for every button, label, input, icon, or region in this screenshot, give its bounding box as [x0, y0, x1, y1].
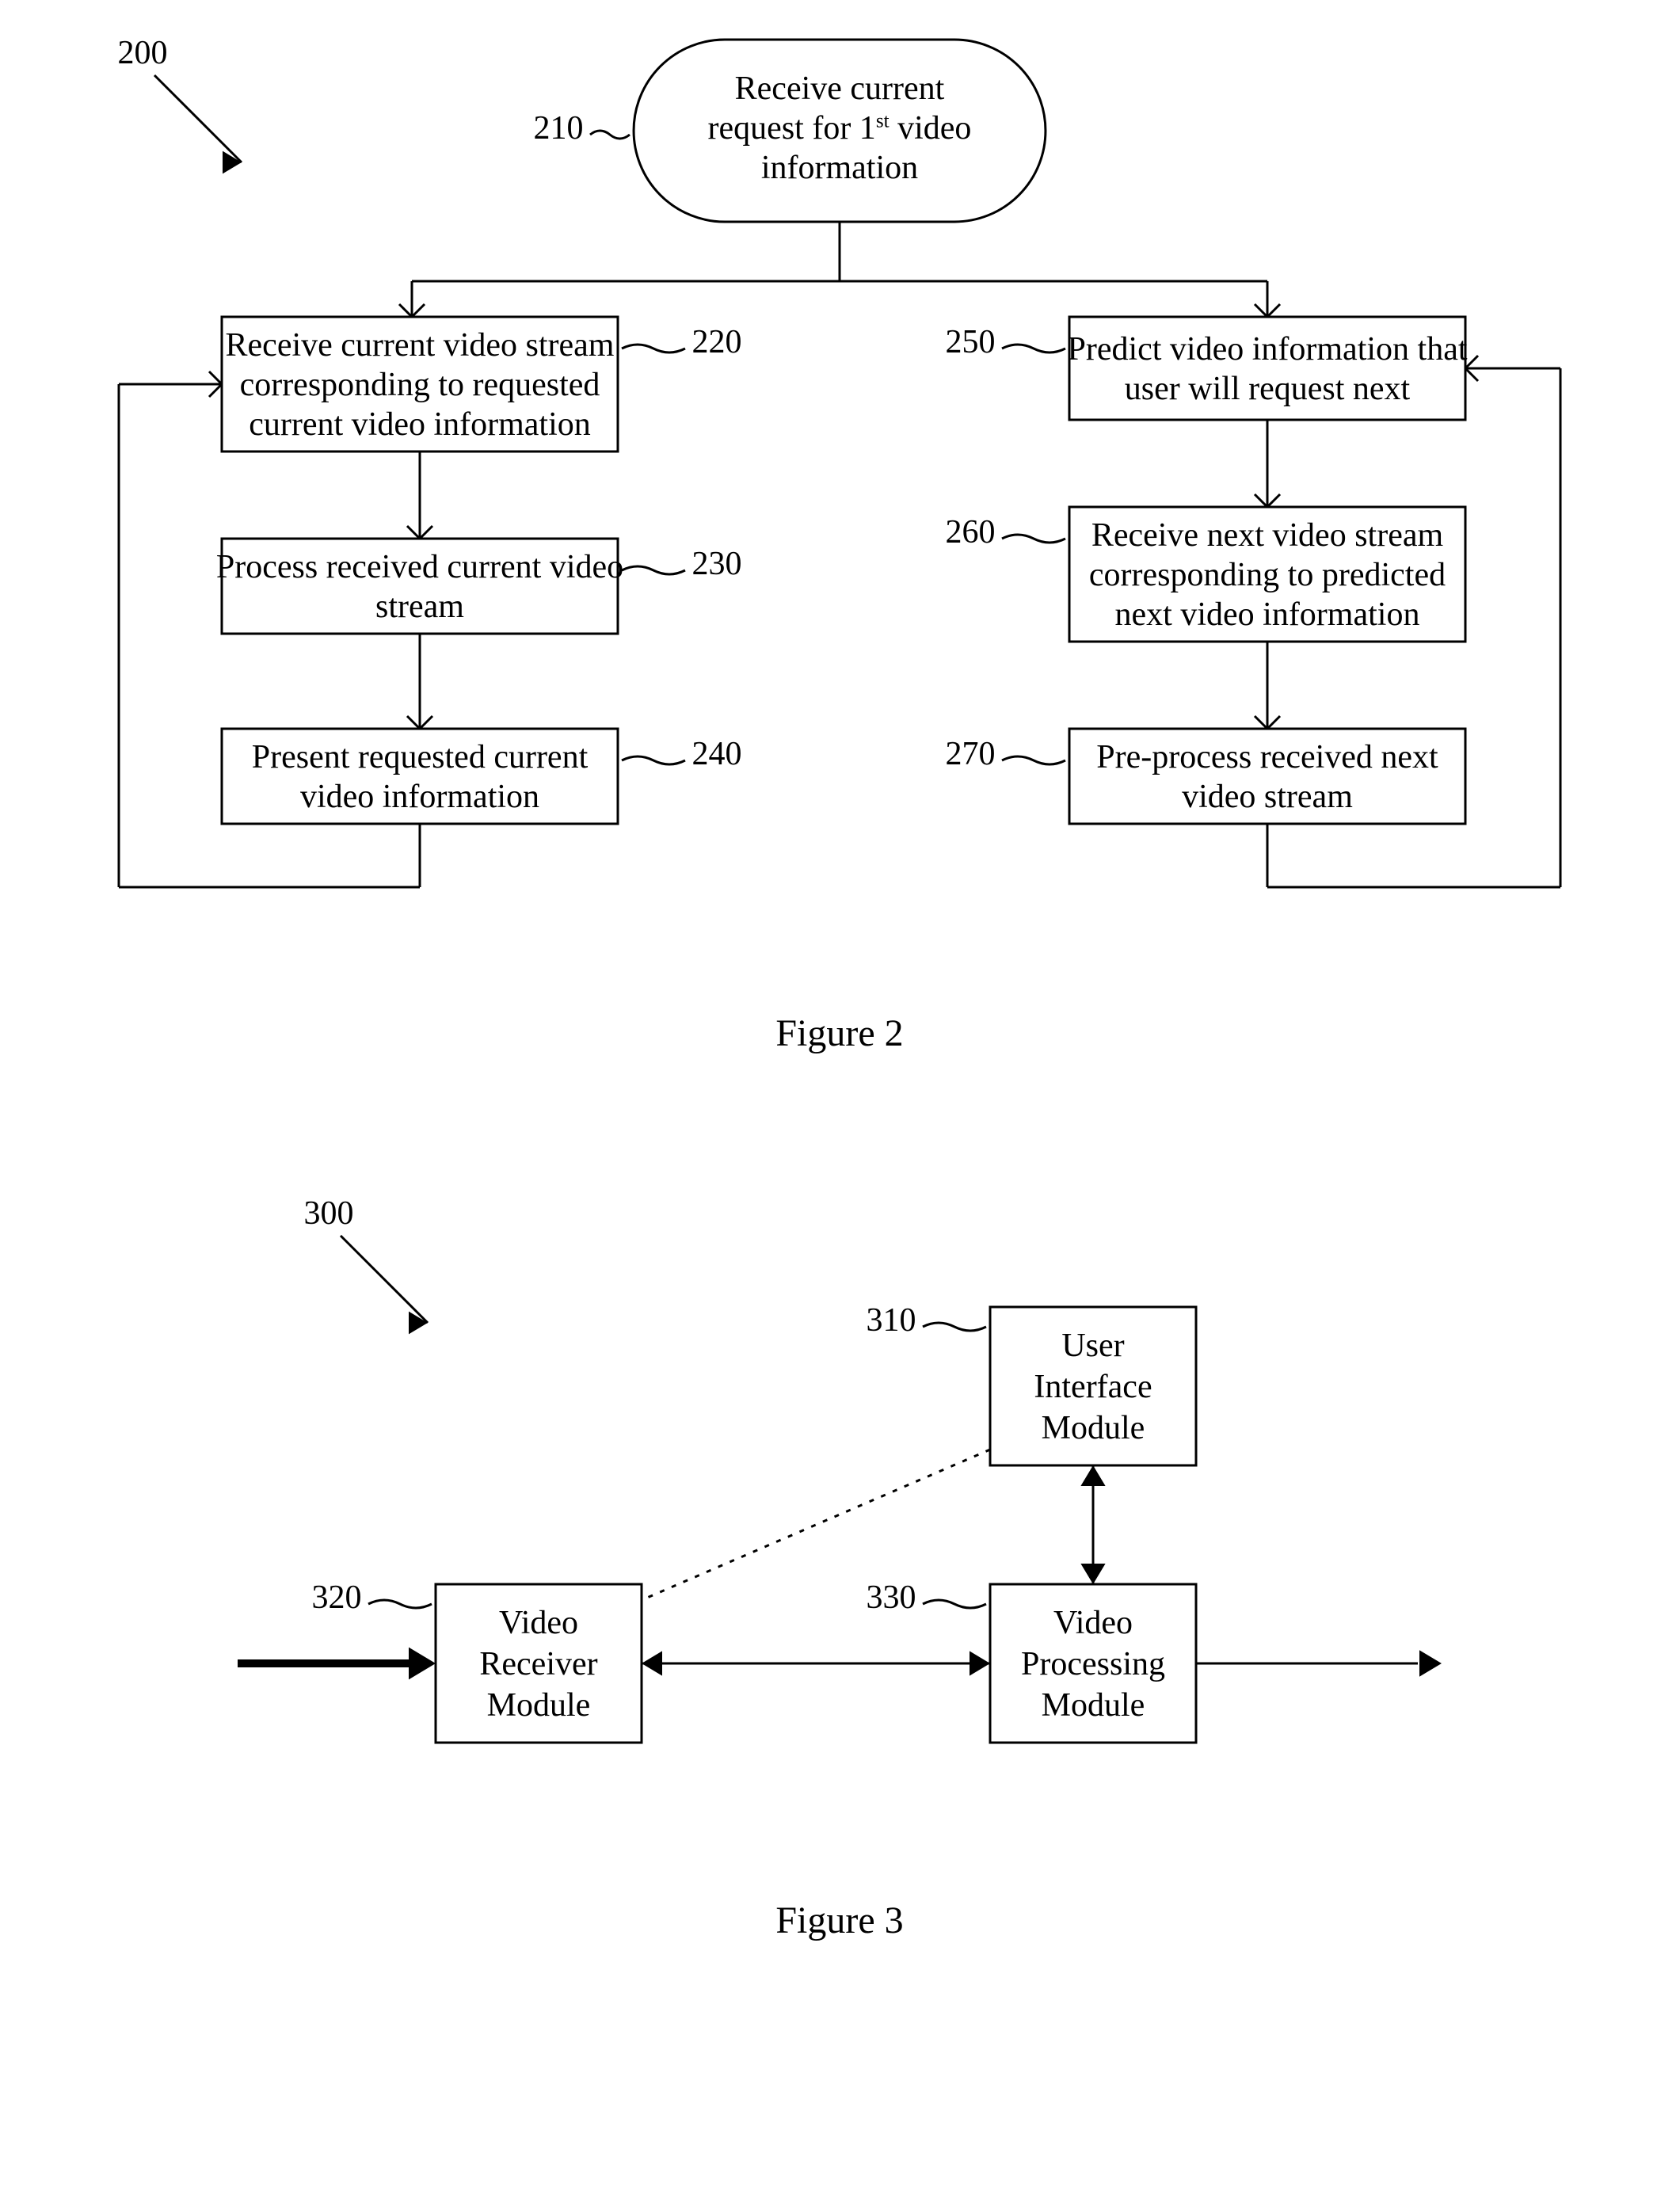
svg-text:Video: Video [499, 1605, 578, 1641]
svg-text:300: 300 [304, 1195, 354, 1232]
svg-text:250: 250 [946, 324, 996, 360]
svg-text:Receive next video stream: Receive next video stream [1091, 517, 1444, 554]
svg-text:Receive current video stream: Receive current video stream [226, 327, 615, 364]
svg-text:Process received current video: Process received current video [216, 549, 623, 585]
svg-text:Present requested current: Present requested current [252, 739, 589, 775]
svg-text:Processing: Processing [1021, 1646, 1165, 1682]
svg-text:200: 200 [118, 35, 168, 71]
svg-text:210: 210 [534, 110, 584, 147]
svg-text:request for 1st video: request for 1st video [708, 110, 972, 147]
figure-2: 200 Receive currentrequest for 1st videoi… [118, 35, 1561, 1054]
svg-text:next video information: next video information [1115, 596, 1420, 633]
svg-text:Receive current: Receive current [735, 70, 945, 107]
svg-text:stream: stream [375, 589, 464, 625]
svg-text:Predict video information that: Predict video information that [1067, 331, 1467, 368]
svg-text:270: 270 [946, 736, 996, 772]
svg-text:310: 310 [867, 1302, 916, 1339]
svg-text:corresponding to predicted: corresponding to predicted [1089, 557, 1446, 593]
svg-text:current video information: current video information [249, 406, 591, 443]
svg-text:Figure 2: Figure 2 [775, 1012, 903, 1054]
svg-text:Module: Module [487, 1687, 591, 1724]
svg-text:330: 330 [867, 1579, 916, 1616]
svg-text:Figure 3: Figure 3 [775, 1899, 903, 1941]
svg-text:User: User [1061, 1328, 1124, 1364]
svg-text:Module: Module [1042, 1687, 1145, 1724]
svg-text:video stream: video stream [1182, 779, 1353, 815]
svg-text:320: 320 [312, 1579, 362, 1616]
figure-3: 300 User Interface Module 310 Video Receiver Mo… [238, 1195, 1442, 1941]
svg-text:230: 230 [692, 546, 742, 582]
svg-text:240: 240 [692, 736, 742, 772]
svg-text:Receiver: Receiver [479, 1646, 597, 1682]
svg-text:video information: video information [300, 779, 539, 815]
svg-text:Interface: Interface [1034, 1369, 1152, 1405]
svg-text:corresponding to requested: corresponding to requested [240, 367, 600, 403]
svg-text:260: 260 [946, 514, 996, 551]
svg-text:user will request next: user will request next [1125, 371, 1411, 407]
svg-text:220: 220 [692, 324, 742, 360]
svg-text:Module: Module [1042, 1410, 1145, 1446]
svg-text:Pre-process received next: Pre-process received next [1096, 739, 1438, 775]
svg-text:information: information [761, 150, 918, 186]
svg-text:Video: Video [1053, 1605, 1133, 1641]
